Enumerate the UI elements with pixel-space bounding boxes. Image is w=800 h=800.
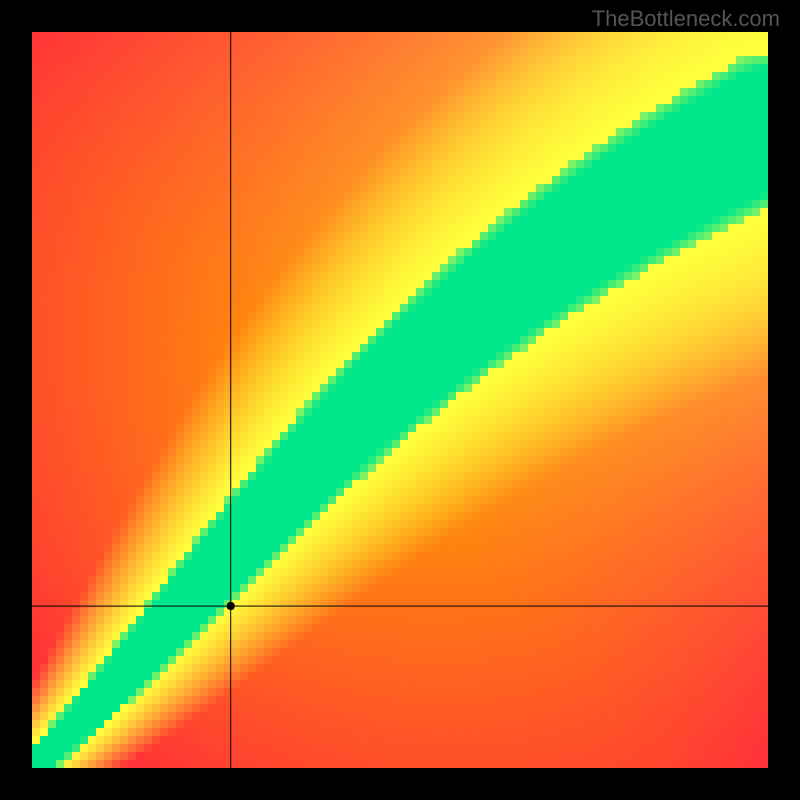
- heatmap-canvas: [32, 32, 768, 768]
- heatmap-plot: [32, 32, 768, 768]
- watermark-text: TheBottleneck.com: [592, 6, 780, 32]
- root: TheBottleneck.com: [0, 0, 800, 800]
